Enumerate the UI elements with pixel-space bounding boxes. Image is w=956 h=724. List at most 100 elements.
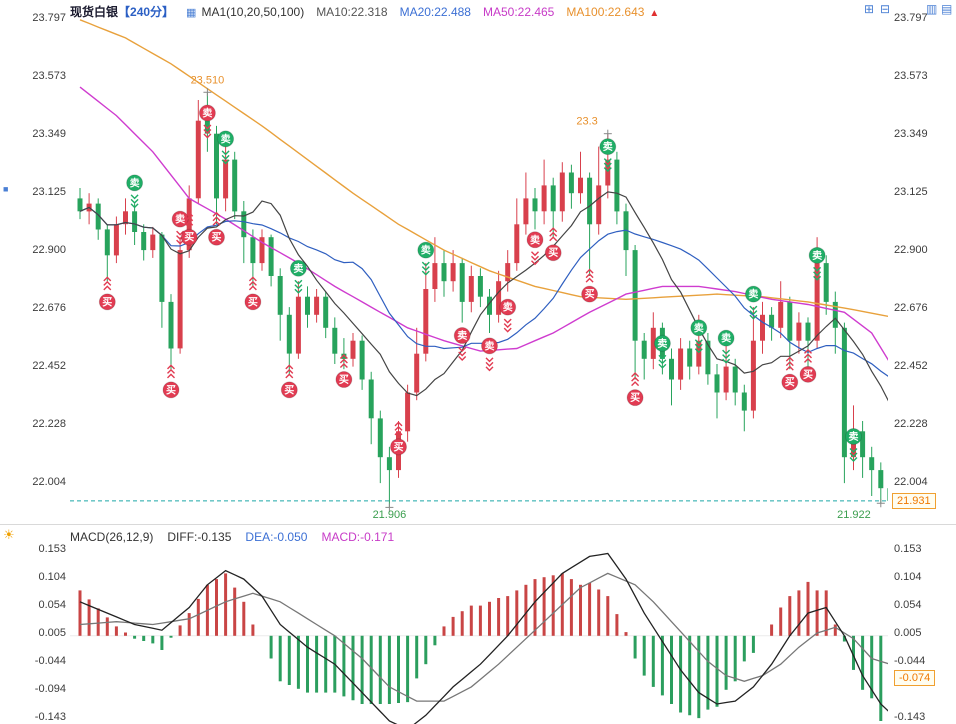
candle-down (832, 301, 838, 328)
signal-chevron-icon (185, 220, 194, 226)
price-tick-label: 23.797 (32, 12, 66, 24)
candle-down (323, 296, 329, 328)
signal-chevron-icon (212, 211, 221, 217)
svg-text:买: 买 (166, 384, 176, 396)
candle-up (423, 289, 429, 354)
svg-text:买: 买 (102, 296, 112, 308)
add-panel-icon[interactable]: ⊞ (864, 2, 875, 16)
svg-text:卖: 卖 (849, 430, 859, 443)
candle-down (741, 392, 747, 411)
sell-signal-badge: 卖 (289, 259, 307, 294)
signal-chevron-icon (849, 456, 858, 462)
candle-down (386, 457, 392, 471)
ma10-line (79, 191, 888, 402)
panel-divider[interactable] (0, 524, 956, 525)
candle-down (732, 366, 738, 393)
grid-layout-icon[interactable]: ▥ (926, 2, 938, 16)
signal-chevron-icon (248, 280, 257, 286)
buy-signal-badge: 买 (626, 372, 644, 407)
price-tick-label: 22.004 (32, 476, 66, 489)
svg-text:卖: 卖 (530, 233, 540, 246)
candle-down (441, 263, 447, 282)
svg-text:卖: 卖 (221, 132, 231, 145)
buy-signal-badge: 买 (799, 348, 817, 383)
candle-down (359, 340, 365, 380)
signal-chevron-icon (285, 368, 294, 374)
timeframe-label[interactable]: 【240分】 (118, 5, 175, 19)
candle-up (450, 263, 456, 282)
signal-chevron-icon (130, 198, 139, 204)
signal-chevron-icon (167, 373, 175, 379)
macd-tick-label: -0.143 (894, 711, 926, 723)
signal-chevron-icon (339, 363, 348, 369)
macd-macd-value: MACD:-0.171 (321, 530, 395, 544)
candle-up (259, 237, 265, 264)
candle-up (414, 353, 420, 393)
signal-chevron-icon (631, 381, 640, 387)
candle-up (514, 224, 520, 264)
signal-chevron-icon (631, 372, 640, 378)
signal-chevron-icon (185, 211, 194, 217)
svg-text:买: 买 (248, 296, 258, 308)
macd-param-label: MACD(26,12,9) (70, 530, 154, 544)
left-axis-marker-icon[interactable]: ■ (3, 184, 9, 194)
svg-text:买: 买 (284, 384, 294, 396)
price-alert-icon[interactable]: ▲ (649, 8, 660, 19)
chart-header: 现货白银【240分】 ▦ MA1(10,20,50,100) MA10:22.318 M… (70, 3, 659, 20)
candle-up (750, 340, 756, 411)
signal-chevron-icon (603, 158, 612, 164)
price-tick-label: 23.797 (894, 12, 928, 24)
signal-chevron-icon (531, 255, 539, 261)
signal-chevron-icon (248, 285, 257, 291)
signal-chevron-icon (103, 276, 112, 282)
signal-chevron-icon (585, 268, 594, 274)
signal-chevron-icon (212, 220, 221, 226)
signal-chevron-icon (394, 421, 403, 427)
macd-diff-value: DIFF:-0.135 (167, 530, 232, 544)
ma50-value: MA50:22.465 (482, 5, 555, 19)
signal-chevron-icon (658, 363, 667, 369)
price-tick-label: 22.228 (894, 418, 928, 431)
macd-tick-label: 0.054 (894, 599, 922, 612)
macd-dea-value: DEA:-0.050 (245, 530, 308, 544)
candle-down (104, 229, 110, 256)
price-tick-label: 22.676 (894, 302, 928, 315)
signal-chevron-icon (294, 284, 303, 290)
candle-down (887, 488, 888, 501)
collapse-panel-icon[interactable]: ⊟ (880, 2, 891, 16)
sell-signal-badge: 卖 (198, 104, 216, 139)
macd-chart[interactable] (70, 544, 888, 724)
candlestick-chart[interactable]: 买卖买卖买卖买卖买买卖买买卖卖卖卖卖买买卖买卖卖卖卖买买卖卖23.51023.3… (70, 14, 888, 528)
signal-chevron-icon (130, 194, 139, 200)
signal-chevron-icon (394, 425, 403, 431)
candles (77, 92, 888, 508)
signal-chevron-icon (631, 376, 640, 382)
signal-chevron-icon (421, 261, 430, 267)
split-view-icon[interactable]: ▤ (941, 2, 953, 16)
signal-chevron-icon (804, 357, 812, 363)
buy-signal-badge: 买 (162, 364, 180, 399)
candle-up (177, 250, 183, 349)
price-tick-label: 22.900 (894, 244, 928, 257)
signal-chevron-icon (658, 354, 667, 360)
ma-settings-icon[interactable]: ▦ (186, 7, 197, 19)
candle-down (241, 211, 247, 238)
candle-down (614, 159, 620, 212)
macd-tick-label: 0.005 (38, 627, 66, 639)
svg-text:买: 买 (548, 247, 558, 259)
price-tick-label: 22.900 (32, 244, 66, 257)
candle-down (168, 301, 174, 349)
signal-chevron-icon (339, 354, 348, 360)
signal-chevron-icon (658, 359, 667, 365)
buy-signal-badge: 买 (98, 276, 116, 311)
buy-signal-badge: 买 (335, 354, 353, 389)
signal-chevron-icon (294, 288, 303, 294)
candle-down (669, 358, 674, 380)
macd-header: MACD(26,12,9) DIFF:-0.135 DEA:-0.050 MACD:-… (70, 530, 394, 544)
signal-chevron-icon (394, 430, 403, 436)
svg-text:卖: 卖 (657, 337, 667, 350)
brightness-icon[interactable]: ☀ (3, 527, 15, 542)
svg-text:卖: 卖 (421, 244, 431, 257)
candle-down (878, 470, 884, 489)
